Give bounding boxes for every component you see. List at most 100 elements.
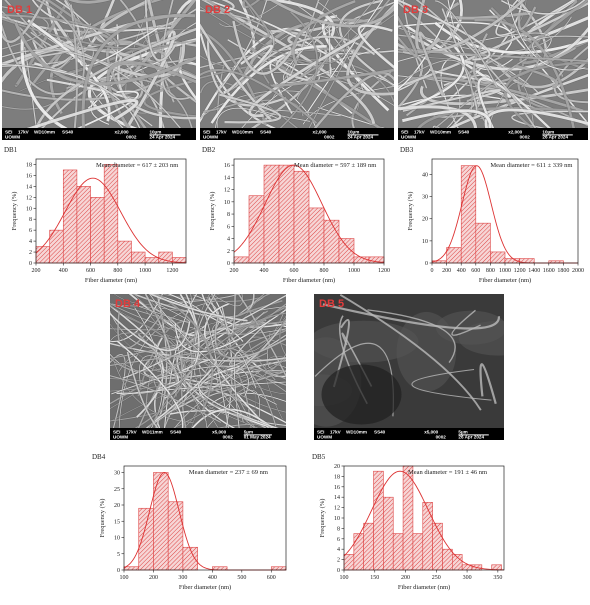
y-tick-label: 0 [337, 568, 340, 574]
histogram-bar [373, 470, 384, 571]
histogram-bar [363, 522, 374, 571]
sem-info-bar [314, 428, 504, 440]
y-tick-label: 15 [114, 519, 120, 525]
sem-image-number: 0002 [223, 435, 234, 440]
x-tick-label: 400 [457, 268, 466, 274]
y-tick-label: 14 [224, 175, 230, 181]
sem-scale-value: 5µm [244, 430, 253, 435]
histogram-bar [62, 169, 78, 264]
sem-working-distance: WD10mm [34, 130, 55, 135]
x-tick-label: 100 [120, 575, 129, 581]
mean-diameter-annotation: Mean diameter = 191 ± 46 nm [408, 469, 487, 476]
sem-sample-label: DB 3 [403, 4, 428, 16]
x-tick-label: 100 [340, 575, 349, 581]
y-tick-label: 8 [337, 526, 340, 532]
sem-voltage: 17kV [18, 130, 30, 135]
histogram-bar [293, 170, 310, 264]
sem-detector: SEI [317, 430, 324, 435]
histogram-db1: DB1 200 400 600 800 1000 1200 0 2 4 6 8 10 12 14 16 18 Fi… [2, 143, 196, 293]
fiber-network [2, 0, 196, 128]
sem-image-db5: DB 5 SEI 17kV WD10mm SS40 x5,000 5µm UOWM 0002 26… [314, 294, 504, 440]
sem-voltage: 17kV [126, 430, 138, 435]
histogram-bar [138, 507, 154, 571]
y-tick-label: 0 [425, 261, 428, 267]
x-tick-label: 300 [178, 575, 187, 581]
panel-label: DB5 [312, 453, 326, 461]
y-tick-label: 8 [29, 217, 32, 223]
sem-detector: SEI [5, 130, 12, 135]
mean-diameter-annotation: Mean diameter = 617 ± 203 nm [96, 162, 178, 169]
histogram-bar [167, 501, 184, 571]
y-tick-label: 20 [422, 217, 428, 223]
y-tick-label: 4 [29, 239, 32, 245]
sem-organization: UOWM [113, 435, 128, 440]
histogram-bar [432, 522, 443, 571]
y-tick-label: 4 [337, 547, 340, 553]
histogram-bar [263, 164, 280, 264]
sem-info-bar [200, 128, 394, 140]
mean-diameter-annotation: Mean diameter = 597 ± 189 nm [294, 162, 376, 169]
panel-label: DB1 [4, 146, 18, 154]
y-tick-label: 5 [117, 552, 120, 558]
plot-frame [123, 465, 287, 571]
x-tick-label: 0 [431, 268, 434, 274]
y-tick-label: 10 [334, 516, 340, 522]
sem-scale-bar [542, 134, 573, 136]
histogram-db3: DB3 0 200 400 600 800 1000 1200 1400 1600 1800 2000… [398, 143, 588, 293]
x-tick-label: 200 [442, 268, 451, 274]
y-tick-label: 6 [29, 228, 32, 234]
y-tick-label: 30 [422, 195, 428, 201]
y-axis-label: Frequency (%) [319, 499, 326, 538]
x-tick-label: 800 [320, 268, 329, 274]
x-tick-label: 1400 [528, 268, 540, 274]
panel-label: DB2 [202, 146, 216, 154]
sem-date: 26 Apr 2024 [458, 435, 484, 440]
y-tick-label: 8 [227, 212, 230, 218]
sem-magnification: x2,000 [115, 130, 129, 135]
sem-image-db3: DB 3 SEI 17kV WD10mm SS40 x2,000 10µm UOWM 0002 2… [398, 0, 588, 140]
histogram-bar [422, 502, 433, 571]
sem-scale-value: 5µm [458, 430, 467, 435]
x-tick-label: 600 [471, 268, 480, 274]
sem-date: 26 Apr 2024 [542, 135, 568, 140]
gaussian-fit-curve [343, 470, 505, 571]
sem-info-bar [2, 128, 196, 140]
histogram-db2: DB2 200 400 600 800 1000 1200 0 2 4 6 8 10 12 14 16 Fibe… [200, 143, 394, 293]
histogram-bar [402, 465, 414, 571]
sem-image-db4: DB 4 SEI 17kV WD11mm SS40 x5,000 5µm UOWM 0002 01… [110, 294, 286, 440]
sem-organization: UOWM [203, 135, 218, 140]
y-tick-label: 12 [334, 506, 340, 512]
histogram-bar [233, 256, 250, 264]
histogram-bar [123, 566, 140, 571]
x-axis-label: Fiber diameter (nm) [479, 277, 531, 284]
sem-detector: SEI [203, 130, 210, 135]
sem-sample-label: DB 5 [319, 298, 344, 310]
histogram-bar [76, 186, 91, 264]
y-tick-label: 40 [422, 172, 428, 178]
sem-working-distance: WD10mm [430, 130, 451, 135]
x-tick-label: 1000 [499, 268, 511, 274]
sem-image-number: 0002 [520, 135, 531, 140]
sem-spot-size: SS40 [260, 130, 272, 135]
y-tick-label: 0 [29, 261, 32, 267]
sem-spot-size: SS40 [458, 130, 470, 135]
x-tick-label: 600 [86, 268, 95, 274]
y-axis-label: Frequency (%) [11, 192, 18, 231]
x-tick-label: 1200 [166, 268, 178, 274]
y-tick-label: 10 [224, 200, 230, 206]
sem-scale-value: 10µm [347, 130, 359, 135]
histogram-bar [248, 195, 265, 264]
x-tick-label: 1600 [543, 268, 555, 274]
y-tick-label: 20 [334, 464, 340, 470]
sem-image-db2: DB 2 SEI 17kV WD10mm SS40 x2,000 10µm UOWM 0002 2… [200, 0, 394, 140]
sem-sample-label: DB 4 [115, 298, 141, 310]
sem-scale-value: 10µm [542, 130, 554, 135]
histogram-bar [323, 219, 340, 264]
sem-scale-value: 10µm [149, 130, 161, 135]
y-tick-label: 18 [26, 162, 32, 168]
x-tick-label: 1200 [378, 268, 390, 274]
histogram-bar [446, 247, 462, 264]
panel-label: DB4 [92, 453, 106, 461]
x-tick-label: 400 [208, 575, 217, 581]
histogram-bar [117, 240, 132, 264]
